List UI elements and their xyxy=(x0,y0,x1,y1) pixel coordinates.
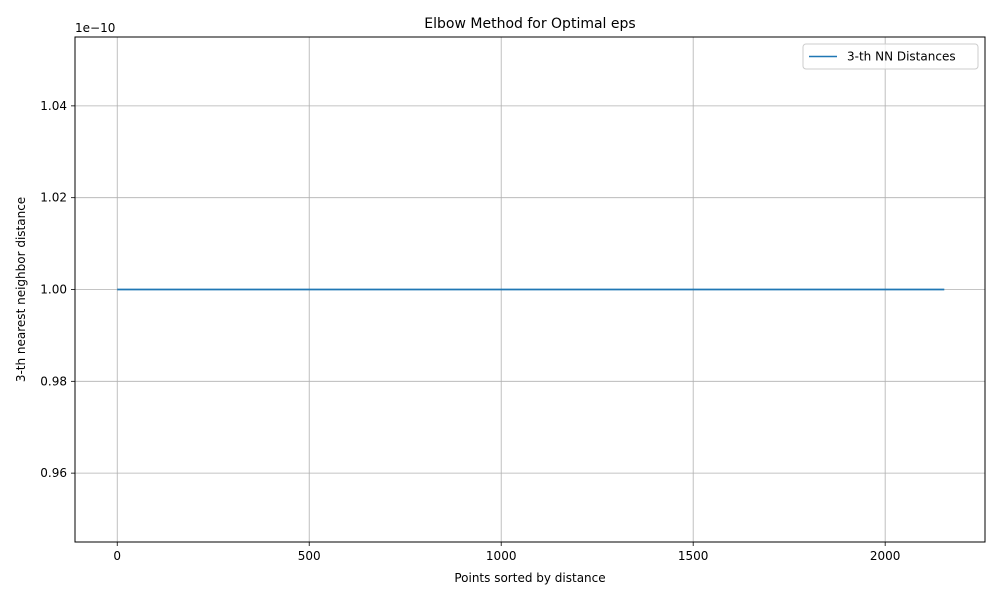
x-tick-label: 500 xyxy=(298,549,321,563)
x-axis: 0 500 1000 1500 2000 xyxy=(113,542,900,563)
y-tick-label: 1.04 xyxy=(40,99,67,113)
y-axis-label: 3-th nearest neighbor distance xyxy=(14,197,28,382)
y-tick-label: 1.00 xyxy=(40,283,67,297)
legend: 3-th NN Distances xyxy=(802,43,979,70)
y-tick-label: 0.98 xyxy=(40,374,67,388)
x-tick-label: 0 xyxy=(113,549,121,563)
legend-label: 3-th NN Distances xyxy=(847,50,956,64)
legend-box xyxy=(802,43,979,70)
x-tick-label: 1000 xyxy=(486,549,517,563)
x-tick-label: 1500 xyxy=(678,549,709,563)
y-axis: 0.96 0.98 1.00 1.02 1.04 xyxy=(40,99,75,480)
y-axis-offset-label: 1e−10 xyxy=(75,21,115,35)
y-tick-label: 0.96 xyxy=(40,466,67,480)
x-axis-label: Points sorted by distance xyxy=(454,571,605,585)
x-tick-label: 2000 xyxy=(870,549,901,563)
chart-title: Elbow Method for Optimal eps xyxy=(424,16,635,32)
y-tick-label: 1.02 xyxy=(40,191,67,205)
